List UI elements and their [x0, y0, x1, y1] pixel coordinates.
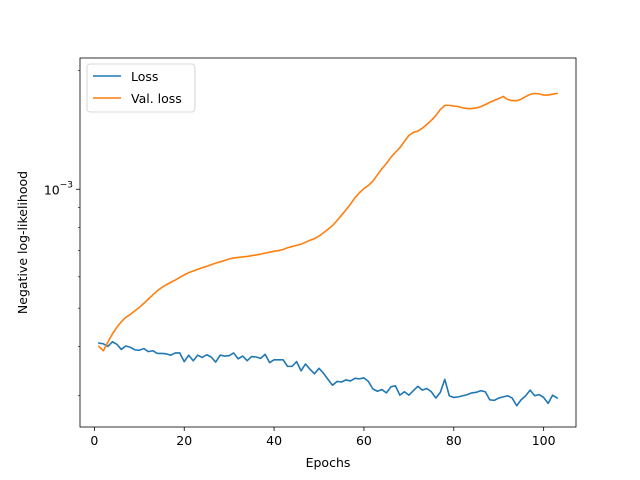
y-tick-label: 10−3	[44, 180, 73, 197]
x-tick-label: 60	[356, 433, 372, 448]
y-axis-label: Negative log-likelihood	[15, 171, 30, 314]
y-tick-label-base: 10	[44, 182, 60, 197]
x-tick-label: 40	[266, 433, 282, 448]
x-tick-label: 100	[532, 433, 556, 448]
x-tick-label: 0	[90, 433, 98, 448]
x-axis-label: Epochs	[306, 455, 351, 470]
x-tick-label: 80	[446, 433, 462, 448]
legend-label: Loss	[131, 69, 158, 84]
series-line-loss	[97, 340, 559, 407]
x-tick-label: 20	[176, 433, 192, 448]
y-axis: 10−3	[44, 70, 80, 397]
y-tick-label-exponent: −3	[60, 180, 73, 190]
x-axis: 0 20 40 60 80 100	[90, 427, 556, 448]
series-line-val-loss	[97, 92, 559, 352]
plot-frame	[79, 57, 577, 428]
legend: Loss Val. loss	[86, 63, 196, 113]
legend-label: Val. loss	[131, 91, 182, 106]
series-layer	[97, 92, 559, 407]
